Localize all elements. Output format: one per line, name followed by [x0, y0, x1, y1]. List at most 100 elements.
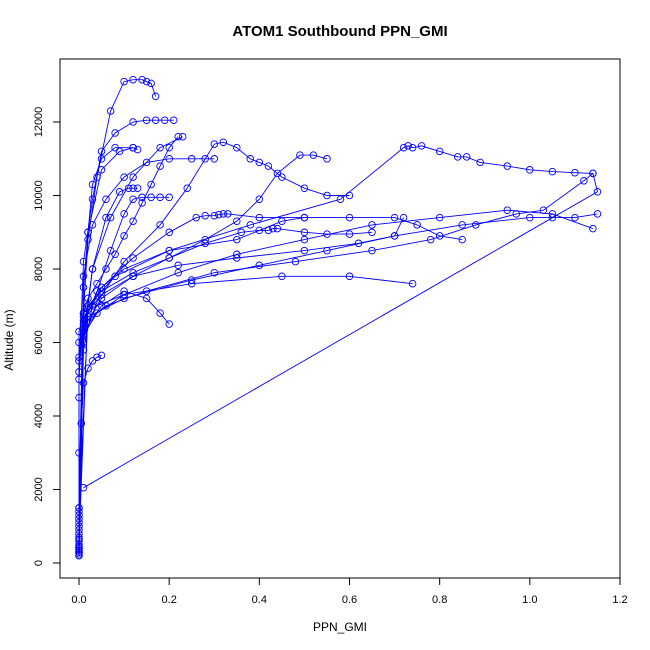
- data-point: [255, 158, 264, 167]
- data-point: [129, 195, 137, 203]
- y-tick-label: 4000: [33, 404, 45, 428]
- x-tick-label: 1.0: [522, 594, 537, 606]
- series-line: [78, 187, 138, 538]
- data-point: [93, 309, 101, 317]
- data-point: [129, 143, 137, 152]
- data-point: [539, 206, 548, 214]
- data-point: [399, 143, 408, 152]
- data-point: [84, 364, 92, 372]
- data-point: [75, 551, 83, 560]
- x-axis: 0.0 0.2 0.4 0.6 0.8 1.0 1.2: [71, 577, 628, 606]
- data-point: [215, 210, 223, 219]
- data-point: [120, 232, 128, 240]
- data-point: [278, 173, 286, 181]
- data-point: [138, 75, 146, 84]
- data-point: [233, 254, 241, 262]
- data-point: [278, 272, 286, 281]
- data-point: [453, 153, 462, 161]
- y-tick-label: 0: [33, 560, 45, 566]
- series-11: [75, 138, 354, 560]
- x-axis-label: PPN_GMI: [313, 620, 367, 634]
- data-point: [404, 142, 412, 150]
- data-point: [97, 155, 106, 163]
- data-point: [323, 191, 331, 200]
- data-point: [120, 290, 128, 299]
- data-point: [93, 279, 101, 288]
- data-point: [237, 228, 246, 237]
- plot-frame: [59, 58, 621, 579]
- data-point: [368, 228, 376, 237]
- data-point: [210, 268, 219, 277]
- data-point: [435, 232, 444, 240]
- data-point: [233, 217, 241, 225]
- data-point: [115, 188, 124, 196]
- x-tick-label: 0.6: [342, 594, 357, 606]
- data-point: [458, 221, 466, 229]
- data-point: [102, 213, 110, 222]
- data-point: [147, 193, 155, 202]
- data-point: [165, 320, 173, 328]
- x-tick-label: 1.2: [612, 594, 627, 606]
- data-point: [111, 143, 119, 152]
- data-point: [165, 246, 173, 255]
- data-point: [129, 272, 137, 281]
- data-point: [201, 211, 209, 220]
- data-point: [88, 221, 97, 229]
- data-point: [512, 210, 521, 218]
- data-point: [97, 166, 106, 174]
- data-point: [435, 213, 444, 222]
- data-point: [571, 168, 579, 177]
- data-point: [426, 235, 435, 244]
- data-point: [120, 265, 128, 273]
- data-point: [156, 193, 164, 202]
- data-point: [169, 116, 178, 124]
- data-point: [129, 173, 137, 181]
- data-point: [120, 257, 128, 266]
- data-point: [368, 221, 376, 229]
- data-point: [88, 265, 97, 273]
- data-point: [408, 279, 417, 288]
- data-point: [417, 142, 426, 150]
- data-point: [156, 143, 164, 152]
- data-point: [147, 180, 155, 189]
- data-point: [345, 213, 354, 222]
- data-point: [210, 140, 219, 148]
- data-point: [255, 226, 264, 235]
- data-point: [75, 507, 83, 516]
- series-line: [78, 141, 350, 556]
- data-point: [75, 522, 83, 531]
- data-point: [142, 116, 151, 124]
- x-tick-label: 0.0: [71, 594, 86, 606]
- data-point: [120, 210, 128, 218]
- series-line: [78, 290, 170, 530]
- series-line: [78, 213, 463, 551]
- data-point: [88, 195, 97, 203]
- data-point: [300, 184, 309, 192]
- data-point: [93, 287, 101, 295]
- data-point: [413, 221, 421, 229]
- data-point: [174, 268, 182, 277]
- data-point: [476, 158, 484, 167]
- y-tick-label: 2000: [33, 477, 45, 501]
- data-point: [75, 526, 83, 534]
- data-point: [291, 257, 300, 266]
- data-point: [178, 132, 187, 141]
- data-point: [408, 143, 417, 152]
- data-point: [589, 169, 597, 178]
- series-6: [75, 206, 597, 553]
- data-point: [160, 116, 169, 124]
- data-point: [79, 379, 88, 387]
- series-line: [78, 145, 593, 545]
- data-point: [399, 213, 408, 222]
- data-point: [233, 235, 241, 244]
- data-point: [593, 210, 602, 218]
- data-point: [571, 213, 579, 222]
- series-22: [75, 155, 219, 512]
- series-7: [75, 169, 602, 556]
- data-point: [111, 272, 119, 281]
- data-point: [503, 162, 512, 170]
- data-point: [156, 309, 164, 317]
- data-point: [187, 155, 196, 163]
- data-point: [97, 290, 106, 299]
- data-point: [273, 169, 282, 178]
